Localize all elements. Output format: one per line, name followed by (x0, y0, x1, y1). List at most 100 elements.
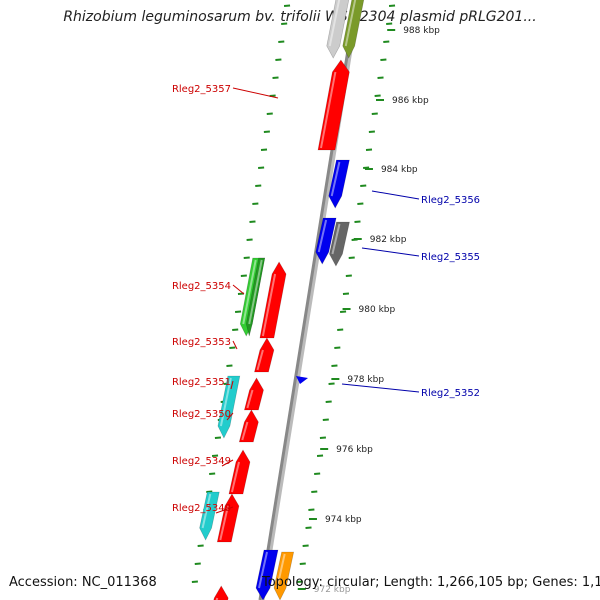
callout-line-left (226, 412, 234, 421)
callout-line-left (232, 87, 279, 99)
track-tick-right (322, 418, 329, 421)
track-tick-right (345, 274, 352, 277)
gene-label-rleg2_5357[interactable]: Rleg2_5357 (172, 84, 231, 95)
gene-label-rleg2_5351[interactable]: Rleg2_5351 (172, 377, 231, 388)
track-tick-left (283, 4, 291, 7)
track-tick-left (252, 202, 259, 205)
gene-arrow-cyan-shine (219, 377, 232, 427)
track-tick-right (331, 364, 338, 367)
gene-arrow-green-dark[interactable] (245, 257, 266, 337)
callout-line-left (230, 380, 234, 390)
gene-label-rleg2_5356[interactable]: Rleg2_5356 (421, 195, 480, 206)
gene-arrow-red-shine (320, 71, 337, 149)
track-tick-right (386, 22, 393, 25)
gene-label-rleg2_5355[interactable]: Rleg2_5355 (421, 252, 480, 263)
gene-arrow-red[interactable] (317, 59, 350, 151)
track-tick-right (374, 94, 381, 97)
track-tick-right (388, 4, 396, 7)
track-tick-left (255, 184, 262, 187)
gene-arrow-green-shine (242, 259, 257, 325)
scale-label: 978 kbp (347, 375, 384, 385)
track-tick-left (275, 58, 282, 61)
track-tick-right (302, 544, 309, 547)
gene-arrow-cyan[interactable] (217, 375, 241, 439)
track-tick-left (272, 76, 279, 79)
track-tick-left (232, 328, 239, 331)
gene-arrow-blue[interactable] (255, 549, 279, 600)
gene-arrow-red[interactable] (254, 337, 275, 373)
track-tick-left (206, 490, 213, 493)
track-tick-left (194, 562, 201, 565)
scale-label: 972 kbp (314, 585, 351, 595)
track-tick-right (299, 562, 306, 565)
track-tick-left (249, 220, 256, 223)
gene-arrow-red[interactable] (238, 409, 259, 443)
track-tick-right (296, 580, 303, 583)
track-tick-left (197, 544, 204, 547)
gene-label-rleg2_5353[interactable]: Rleg2_5353 (172, 337, 231, 348)
gene-arrow-cyan[interactable] (199, 491, 220, 541)
track-tick-right (308, 508, 315, 511)
map-title: Rhizobium leguminosarum bv. trifolii WSM… (63, 9, 537, 25)
callout-line-left (221, 459, 234, 467)
callout-line-left (215, 506, 234, 514)
scale-label: 980 kbp (359, 305, 396, 315)
track-tick-left (263, 130, 270, 133)
gene-arrow-blue-small[interactable] (296, 376, 308, 384)
gene-label-rleg2_5350[interactable]: Rleg2_5350 (172, 409, 231, 420)
gene-arrow-red-shine (256, 349, 264, 371)
track-tick-left (281, 22, 288, 25)
track-tick-left (246, 238, 253, 241)
scale-label: 986 kbp (392, 96, 429, 106)
track-tick-left (240, 274, 247, 277)
gene-label-rleg2_5348[interactable]: Rleg2_5348 (172, 503, 231, 514)
track-tick-left (278, 40, 285, 43)
scale-label: 982 kbp (370, 235, 407, 245)
scale-label: 988 kbp (403, 26, 440, 36)
track-tick-right (311, 490, 318, 493)
gene-arrow-olive[interactable] (342, 0, 365, 59)
track-tick-left (243, 256, 250, 259)
track-tick-right (342, 292, 350, 295)
track-tick-left (258, 166, 265, 169)
track-tick-right (316, 454, 324, 457)
scale-label: 984 kbp (381, 165, 418, 175)
track-tick-left (214, 436, 222, 439)
track-tick-right (365, 148, 373, 151)
callout-line-right (341, 383, 420, 393)
gene-arrow-blue-shine (258, 551, 268, 589)
track-tick-left (226, 364, 233, 367)
track-tick-right (360, 184, 367, 187)
genome-summary: Topology: circular; Length: 1,266,105 bp… (262, 575, 600, 590)
gene-arrow-gray-light-shine (328, 0, 341, 47)
gene-arrow-red-shine (230, 461, 240, 493)
track-tick-left (211, 454, 219, 457)
track-tick-right (319, 436, 327, 439)
gene-arrow-orange[interactable] (273, 551, 295, 600)
track-tick-left (234, 310, 242, 313)
scale-label: 974 kbp (325, 515, 362, 525)
gene-arrow-blue[interactable] (328, 159, 350, 209)
track-tick-right (383, 40, 390, 43)
callout-line-left (232, 340, 238, 350)
gene-arrow-red[interactable] (216, 493, 240, 543)
gene-arrow-orange-shine (276, 553, 286, 589)
gene-arrow-red[interactable] (228, 449, 251, 495)
track-tick-right (328, 382, 335, 385)
gene-arrow-red[interactable] (209, 585, 229, 600)
track-tick-left (191, 580, 198, 583)
callout-line-right (361, 247, 420, 257)
gene-arrow-blue[interactable] (315, 217, 337, 265)
gene-arrow-blue-shine (317, 219, 328, 253)
track-tick-right (377, 76, 384, 79)
track-tick-right (337, 328, 344, 331)
gene-arrow-gray[interactable] (329, 221, 350, 267)
gene-arrow-gray-light[interactable] (326, 0, 350, 59)
gene-arrow-cyan-shine (201, 493, 212, 529)
gene-label-rleg2_5352[interactable]: Rleg2_5352 (421, 388, 480, 399)
gene-label-rleg2_5349[interactable]: Rleg2_5349 (172, 456, 231, 467)
gene-label-rleg2_5354[interactable]: Rleg2_5354 (172, 281, 231, 292)
track-tick-right (368, 130, 375, 133)
track-tick-left (266, 112, 273, 115)
